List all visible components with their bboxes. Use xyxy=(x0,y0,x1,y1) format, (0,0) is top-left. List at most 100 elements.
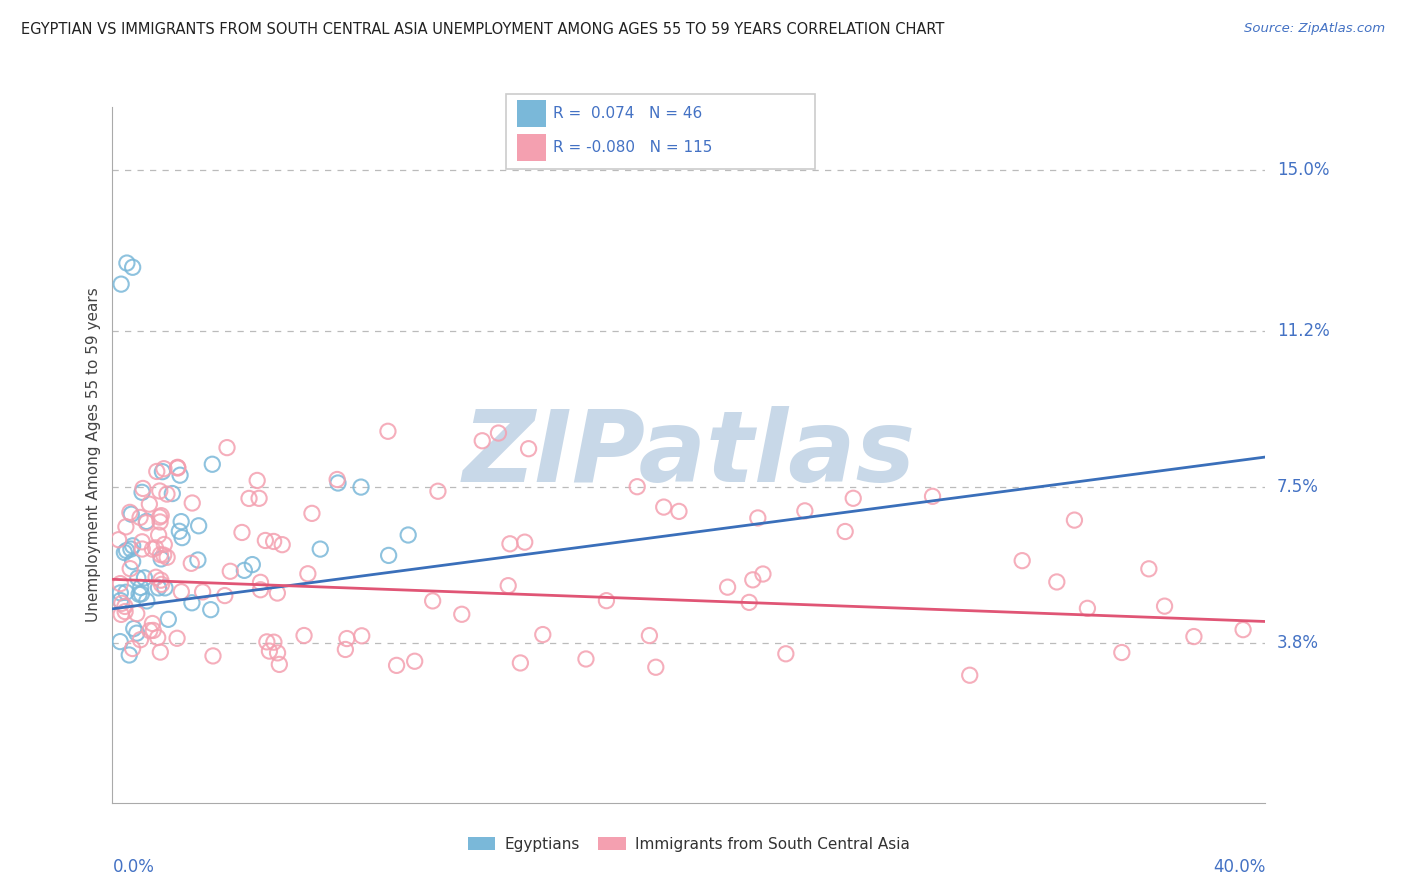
Point xyxy=(326,475,349,490)
Point xyxy=(149,510,172,524)
Point xyxy=(215,441,238,455)
Point xyxy=(149,483,172,498)
Point xyxy=(115,256,138,270)
Point xyxy=(110,593,132,607)
Point xyxy=(166,460,188,475)
Text: 11.2%: 11.2% xyxy=(1277,321,1330,340)
Point xyxy=(120,507,142,521)
Point xyxy=(129,510,152,524)
Point xyxy=(292,628,315,642)
Point xyxy=(214,589,236,603)
Point xyxy=(450,607,472,622)
Text: 40.0%: 40.0% xyxy=(1213,857,1265,876)
Point xyxy=(170,584,193,599)
Point xyxy=(118,505,141,519)
Point xyxy=(149,515,172,529)
Point xyxy=(531,627,554,641)
Point xyxy=(1111,646,1133,660)
Y-axis label: Unemployment Among Ages 55 to 59 years: Unemployment Among Ages 55 to 59 years xyxy=(86,287,101,623)
Point xyxy=(135,515,157,529)
Point xyxy=(150,508,173,523)
Point xyxy=(575,652,598,666)
Point xyxy=(110,586,132,600)
Point xyxy=(149,573,172,587)
Point xyxy=(200,602,222,616)
Point xyxy=(125,607,148,621)
Point xyxy=(121,555,143,569)
Point xyxy=(1076,601,1098,615)
Point xyxy=(513,535,536,549)
Point xyxy=(115,543,138,558)
Point xyxy=(180,596,202,610)
Point xyxy=(231,525,253,540)
Point xyxy=(652,500,675,514)
Point xyxy=(595,593,617,607)
Point xyxy=(120,542,142,557)
Text: Source: ZipAtlas.com: Source: ZipAtlas.com xyxy=(1244,22,1385,36)
Point xyxy=(301,507,323,521)
Point xyxy=(263,635,285,649)
Point xyxy=(959,668,981,682)
Point xyxy=(246,474,269,488)
Point xyxy=(129,632,152,647)
Point xyxy=(120,561,142,575)
Point xyxy=(114,599,136,614)
Point xyxy=(107,533,129,547)
Point xyxy=(157,612,180,626)
Point xyxy=(377,549,399,563)
Point xyxy=(187,518,209,533)
Point xyxy=(921,489,943,503)
Point xyxy=(747,511,769,525)
Point xyxy=(775,647,797,661)
Point xyxy=(509,656,531,670)
Point xyxy=(644,660,666,674)
Point xyxy=(166,632,188,646)
Point xyxy=(169,524,191,539)
Point xyxy=(108,634,131,648)
Point xyxy=(134,571,156,585)
Point xyxy=(146,631,169,645)
Point xyxy=(1153,599,1175,614)
Point xyxy=(834,524,856,539)
Point xyxy=(128,587,150,601)
Point xyxy=(125,626,148,640)
Point xyxy=(396,528,419,542)
Point xyxy=(135,594,157,608)
Point xyxy=(350,480,373,494)
Text: EGYPTIAN VS IMMIGRANTS FROM SOUTH CENTRAL ASIA UNEMPLOYMENT AMONG AGES 55 TO 59 : EGYPTIAN VS IMMIGRANTS FROM SOUTH CENTRA… xyxy=(21,22,945,37)
Point xyxy=(181,496,204,510)
Point xyxy=(122,622,145,636)
Point xyxy=(1182,630,1205,644)
Point xyxy=(121,641,143,656)
Point xyxy=(139,624,162,638)
Point xyxy=(118,648,141,662)
Point xyxy=(110,576,132,591)
Point xyxy=(156,487,179,501)
Text: R = -0.080   N = 115: R = -0.080 N = 115 xyxy=(553,140,711,154)
Point xyxy=(266,586,288,600)
Point xyxy=(201,457,224,471)
Point xyxy=(110,607,132,622)
Point xyxy=(842,491,865,506)
Point xyxy=(148,581,170,595)
Point xyxy=(149,548,172,562)
Point xyxy=(247,491,270,506)
Point xyxy=(336,632,359,646)
Point xyxy=(127,571,149,585)
Point xyxy=(297,566,319,581)
Point xyxy=(266,646,288,660)
Point xyxy=(404,654,426,668)
Point xyxy=(201,648,224,663)
Text: ZIPatlas: ZIPatlas xyxy=(463,407,915,503)
Point xyxy=(115,520,138,534)
Text: 3.8%: 3.8% xyxy=(1277,633,1319,651)
Point xyxy=(249,575,271,590)
Point xyxy=(1137,562,1160,576)
Point xyxy=(499,537,522,551)
Point xyxy=(121,260,143,275)
Point xyxy=(148,528,170,542)
Point xyxy=(238,491,260,506)
Point xyxy=(170,515,193,529)
Point xyxy=(793,504,815,518)
Point xyxy=(149,645,172,659)
